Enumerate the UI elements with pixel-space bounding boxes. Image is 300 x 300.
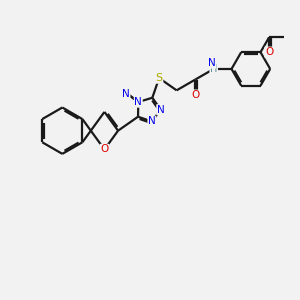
- Text: N: N: [157, 105, 165, 115]
- Text: N: N: [148, 116, 156, 127]
- Text: O: O: [100, 144, 109, 154]
- Text: H: H: [210, 64, 218, 74]
- Text: O: O: [191, 90, 199, 100]
- Text: N: N: [208, 58, 215, 68]
- Text: O: O: [265, 47, 273, 57]
- Text: S: S: [155, 73, 163, 83]
- Text: N: N: [134, 97, 142, 107]
- Text: N: N: [122, 88, 130, 99]
